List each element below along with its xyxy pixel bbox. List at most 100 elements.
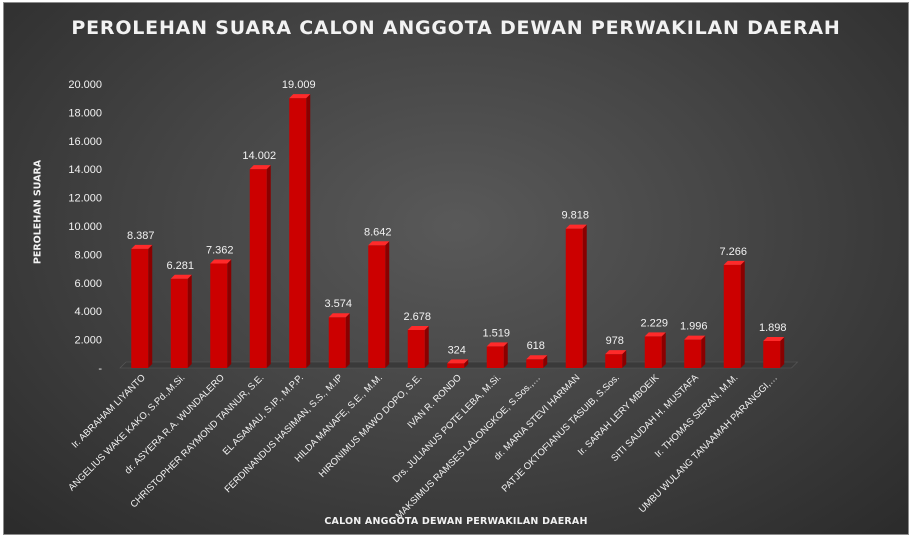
bar-face (249, 169, 267, 368)
bar-face (582, 224, 587, 368)
bar-face (684, 339, 702, 368)
bar-face (210, 263, 228, 368)
data-label: 9.818 (561, 210, 589, 222)
x-tick-label: MAKSIMUS RAMSES LALONGKOE, S.Sos.,… (394, 372, 543, 521)
bar-face (227, 259, 232, 368)
bar-face (526, 359, 544, 368)
bar-face (368, 245, 386, 368)
bar-face (266, 165, 271, 368)
bar-face (763, 337, 785, 342)
bar-face (622, 350, 627, 368)
x-axis-title: CALON ANGGOTA DEWAN PERWAKILAN DAERAH (324, 516, 588, 527)
bar-face (148, 244, 153, 368)
bar-face (424, 325, 429, 368)
bar-face (249, 165, 271, 170)
bar-face (526, 355, 548, 360)
bar-face (780, 337, 785, 368)
y-tick-label: 18.000 (68, 107, 102, 119)
data-label: 14.002 (242, 150, 276, 162)
bar (565, 224, 587, 368)
bar-face (723, 264, 741, 368)
bar-face (407, 325, 429, 330)
y-tick-label: 20.000 (68, 79, 102, 91)
data-label: 1.996 (680, 321, 708, 333)
y-tick-label: 16.000 (68, 136, 102, 148)
x-tick-label: UMBU WULANG TANAAMAH PARANGGI,… (637, 372, 780, 515)
bar (249, 165, 271, 368)
data-label: 978 (606, 335, 624, 347)
bar (684, 335, 706, 368)
data-label: 1.519 (482, 327, 510, 339)
bar-face (605, 350, 627, 355)
bar-face (368, 241, 390, 246)
bar-face (503, 342, 508, 368)
bar-face (407, 329, 425, 368)
data-label: 618 (527, 340, 545, 352)
bar-face (345, 313, 350, 368)
bar (407, 325, 429, 368)
bar (328, 313, 350, 368)
data-label: 2.229 (640, 317, 668, 329)
y-tick-label: 12.000 (68, 193, 102, 205)
bar (289, 94, 311, 368)
data-label: 1.898 (759, 322, 787, 334)
bar (368, 241, 390, 368)
y-tick-label: 14.000 (68, 164, 102, 176)
bar-face (328, 313, 350, 318)
chart-title: PEROLEHAN SUARA CALON ANGGOTA DEWAN PERW… (71, 17, 841, 39)
bar-face (644, 336, 662, 368)
chart-area (3, 2, 909, 535)
bar (170, 274, 192, 368)
bar-face (486, 342, 508, 347)
bar-face (289, 94, 311, 99)
bar (526, 355, 548, 368)
y-tick-label: 4.000 (74, 306, 102, 318)
bar-face (447, 363, 465, 368)
data-label: 324 (448, 344, 466, 356)
bar-face (170, 274, 192, 279)
bar (131, 244, 153, 368)
bar-face (306, 94, 311, 368)
y-tick-label: 8.000 (74, 249, 102, 261)
bar-face (763, 341, 781, 368)
bar-face (170, 278, 188, 368)
bar (486, 342, 508, 368)
bar-face (447, 359, 469, 364)
x-tick-label: EL ASAMAU, S.IP., M.P.P. (221, 372, 306, 457)
bar-face (385, 241, 390, 368)
bar (644, 332, 666, 368)
y-tick-label: 10.000 (68, 221, 102, 233)
bar-face (328, 317, 346, 368)
bar-face (740, 260, 745, 368)
y-tick-label: 2.000 (74, 335, 102, 347)
data-label: 6.281 (166, 260, 194, 272)
bar-face (187, 274, 192, 368)
data-label: 7.362 (206, 244, 234, 256)
data-label: 8.387 (127, 230, 155, 242)
bar (605, 350, 627, 368)
bar-face (131, 248, 149, 368)
bar-face (486, 346, 504, 368)
bar-face (644, 332, 666, 337)
bar-face (701, 335, 706, 368)
bar-face (565, 228, 583, 368)
x-tick-label: Ir. SARAH LERY MBOEIK (576, 372, 662, 458)
data-label: 7.266 (719, 246, 747, 258)
bar-face (131, 244, 153, 249)
x-tick-label: Ir. ABRAHAM LIYANTO (70, 372, 148, 450)
bar-face (684, 335, 706, 340)
data-label: 2.678 (403, 311, 431, 323)
bar-face (543, 355, 548, 368)
data-label: 3.574 (324, 298, 352, 310)
bar-face (464, 359, 469, 368)
bar-face (723, 260, 745, 265)
bar (210, 259, 232, 368)
y-tick-label: 6.000 (74, 278, 102, 290)
bar-face (661, 332, 666, 368)
bar (723, 260, 745, 368)
data-label: 8.642 (364, 226, 392, 238)
bar-face (289, 98, 307, 368)
bar-face (565, 224, 587, 229)
y-tick-label: - (98, 363, 102, 375)
